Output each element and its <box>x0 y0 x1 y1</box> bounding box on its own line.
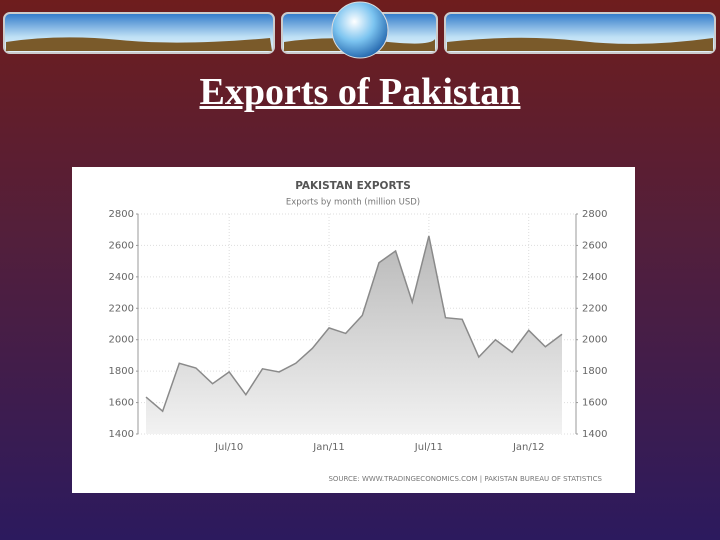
y-tick-label: 1600 <box>109 398 134 409</box>
y-tick-label: 2000 <box>109 335 134 346</box>
x-tick-label: Jan/11 <box>312 442 345 453</box>
chart-title: PAKISTAN EXPORTS <box>295 180 411 192</box>
x-tick-label: Jan/12 <box>512 442 545 453</box>
y-tick-label: 1800 <box>109 366 134 377</box>
y2-tick-label: 2400 <box>582 272 607 283</box>
globe <box>331 1 389 59</box>
banner-ground <box>447 37 713 51</box>
chart-subtitle: Exports by month (million USD) <box>286 198 420 208</box>
area <box>146 236 562 434</box>
banner <box>3 1 716 59</box>
x-tick-label: Jul/11 <box>414 442 443 453</box>
chart: PAKISTAN EXPORTS Exports by month (milli… <box>109 180 608 483</box>
y2-tick-label: 1800 <box>582 366 607 377</box>
y-tick-label: 2400 <box>109 272 134 283</box>
slide-title: Exports of Pakistan <box>199 71 521 113</box>
y-tick-label: 2600 <box>109 240 134 251</box>
chart-source: SOURCE: WWW.TRADINGECONOMICS.COM | PAKIS… <box>328 475 602 483</box>
y2-tick-label: 2600 <box>582 240 607 251</box>
y2-tick-label: 2200 <box>582 303 607 314</box>
x-tick-label: Jul/10 <box>214 442 243 453</box>
line <box>145 235 563 413</box>
y2-tick-label: 2000 <box>582 335 607 346</box>
y2-tick-label: 1600 <box>582 398 607 409</box>
y-tick-label: 2200 <box>109 303 134 314</box>
y2-tick-label: 1400 <box>582 429 607 440</box>
y2-tick-label: 2800 <box>582 209 607 220</box>
y-tick-label: 2800 <box>109 209 134 220</box>
banner-ground <box>6 37 272 51</box>
y-tick-label: 1400 <box>109 429 134 440</box>
